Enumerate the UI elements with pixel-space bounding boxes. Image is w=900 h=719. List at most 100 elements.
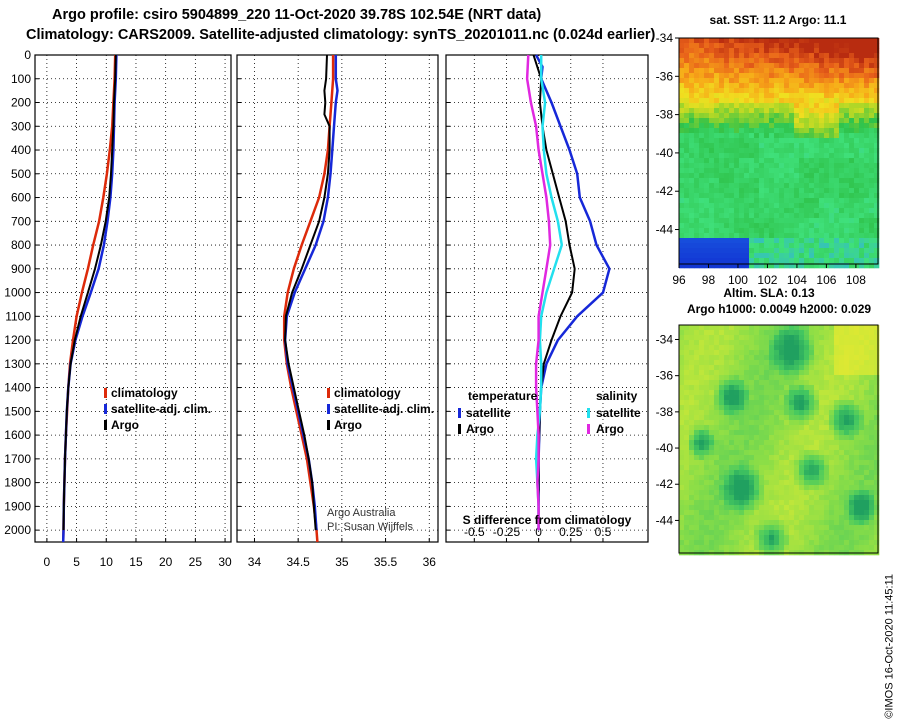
map-cell [704,218,710,224]
map-cell [794,435,800,441]
map-cell [699,88,705,94]
map-cell [814,340,820,346]
map-cell [859,525,865,531]
map-cell [814,53,820,59]
map-cell [734,198,740,204]
map-cell [794,440,800,446]
map-cell [769,485,775,491]
map-cell [754,103,760,109]
map-cell [689,435,695,441]
map-cell [744,163,750,169]
map-cell [684,425,690,431]
map-cell [749,223,755,229]
map-cell [739,103,745,109]
map-cell [774,510,780,516]
map-cell [739,138,745,144]
map-cell [789,53,795,59]
map-cell [739,495,745,501]
map-cell [739,113,745,119]
map-cell [784,500,790,506]
map-cell [759,350,765,356]
map-cell [769,465,775,471]
map-cell [769,360,775,366]
map-cell [744,198,750,204]
map-cell [749,98,755,104]
map-cell [864,93,870,99]
map-cell [789,390,795,396]
map-cell [819,485,825,491]
map-cell [829,430,835,436]
map-cell [689,420,695,426]
map-cell [814,263,820,269]
map-cell [809,345,815,351]
map-cell [814,123,820,129]
map-cell [834,525,840,531]
y-tick-label: 0 [24,48,31,62]
map-cell [729,330,735,336]
map-cell [754,43,760,49]
map-cell [739,58,745,64]
map-cell [849,440,855,446]
map-cell [869,490,875,496]
map-cell [804,390,810,396]
map-cell [684,435,690,441]
map-cell [684,258,690,264]
map-cell [819,178,825,184]
map-cell [794,460,800,466]
map-cell [734,253,740,259]
map-cell [744,103,750,109]
map-cell [854,360,860,366]
map-cell [769,405,775,411]
map-cell [814,48,820,54]
map-cell [774,58,780,64]
map-cell [814,530,820,536]
map-cell [739,475,745,481]
map-cell [724,420,730,426]
map-cell [704,355,710,361]
map-cell [864,365,870,371]
map-cell [769,138,775,144]
map-cell [694,400,700,406]
map-cell [849,370,855,376]
map-cell [764,400,770,406]
map-cell [849,490,855,496]
map-cell [849,148,855,154]
map-cell [749,228,755,234]
x-tick-label: 34.5 [286,555,310,569]
map-cell [754,123,760,129]
map-cell [714,98,720,104]
map-cell [734,223,740,229]
map-cell [684,340,690,346]
map-cell [709,68,715,74]
map-cell [769,228,775,234]
map-cell [829,465,835,471]
map-cell [679,540,685,546]
map-cell [784,390,790,396]
map-cell [819,410,825,416]
map-cell [789,535,795,541]
map-cell [749,243,755,249]
map-cell [759,475,765,481]
map-cell [699,455,705,461]
map-cell [744,128,750,134]
map-cell [764,88,770,94]
map-cell [744,345,750,351]
map-cell [834,400,840,406]
map-cell [684,178,690,184]
map-cell [719,218,725,224]
map-cell [749,58,755,64]
map-cell [794,505,800,511]
map-cell [779,405,785,411]
map-cell [689,370,695,376]
map-cell [789,193,795,199]
map-cell [874,208,880,214]
map-cell [854,253,860,259]
map-cell [724,118,730,124]
map-cell [809,495,815,501]
map-cell [714,193,720,199]
map-cell [679,330,685,336]
map-cell [699,385,705,391]
map-cell [754,535,760,541]
map-cell [804,223,810,229]
map-cell [709,525,715,531]
